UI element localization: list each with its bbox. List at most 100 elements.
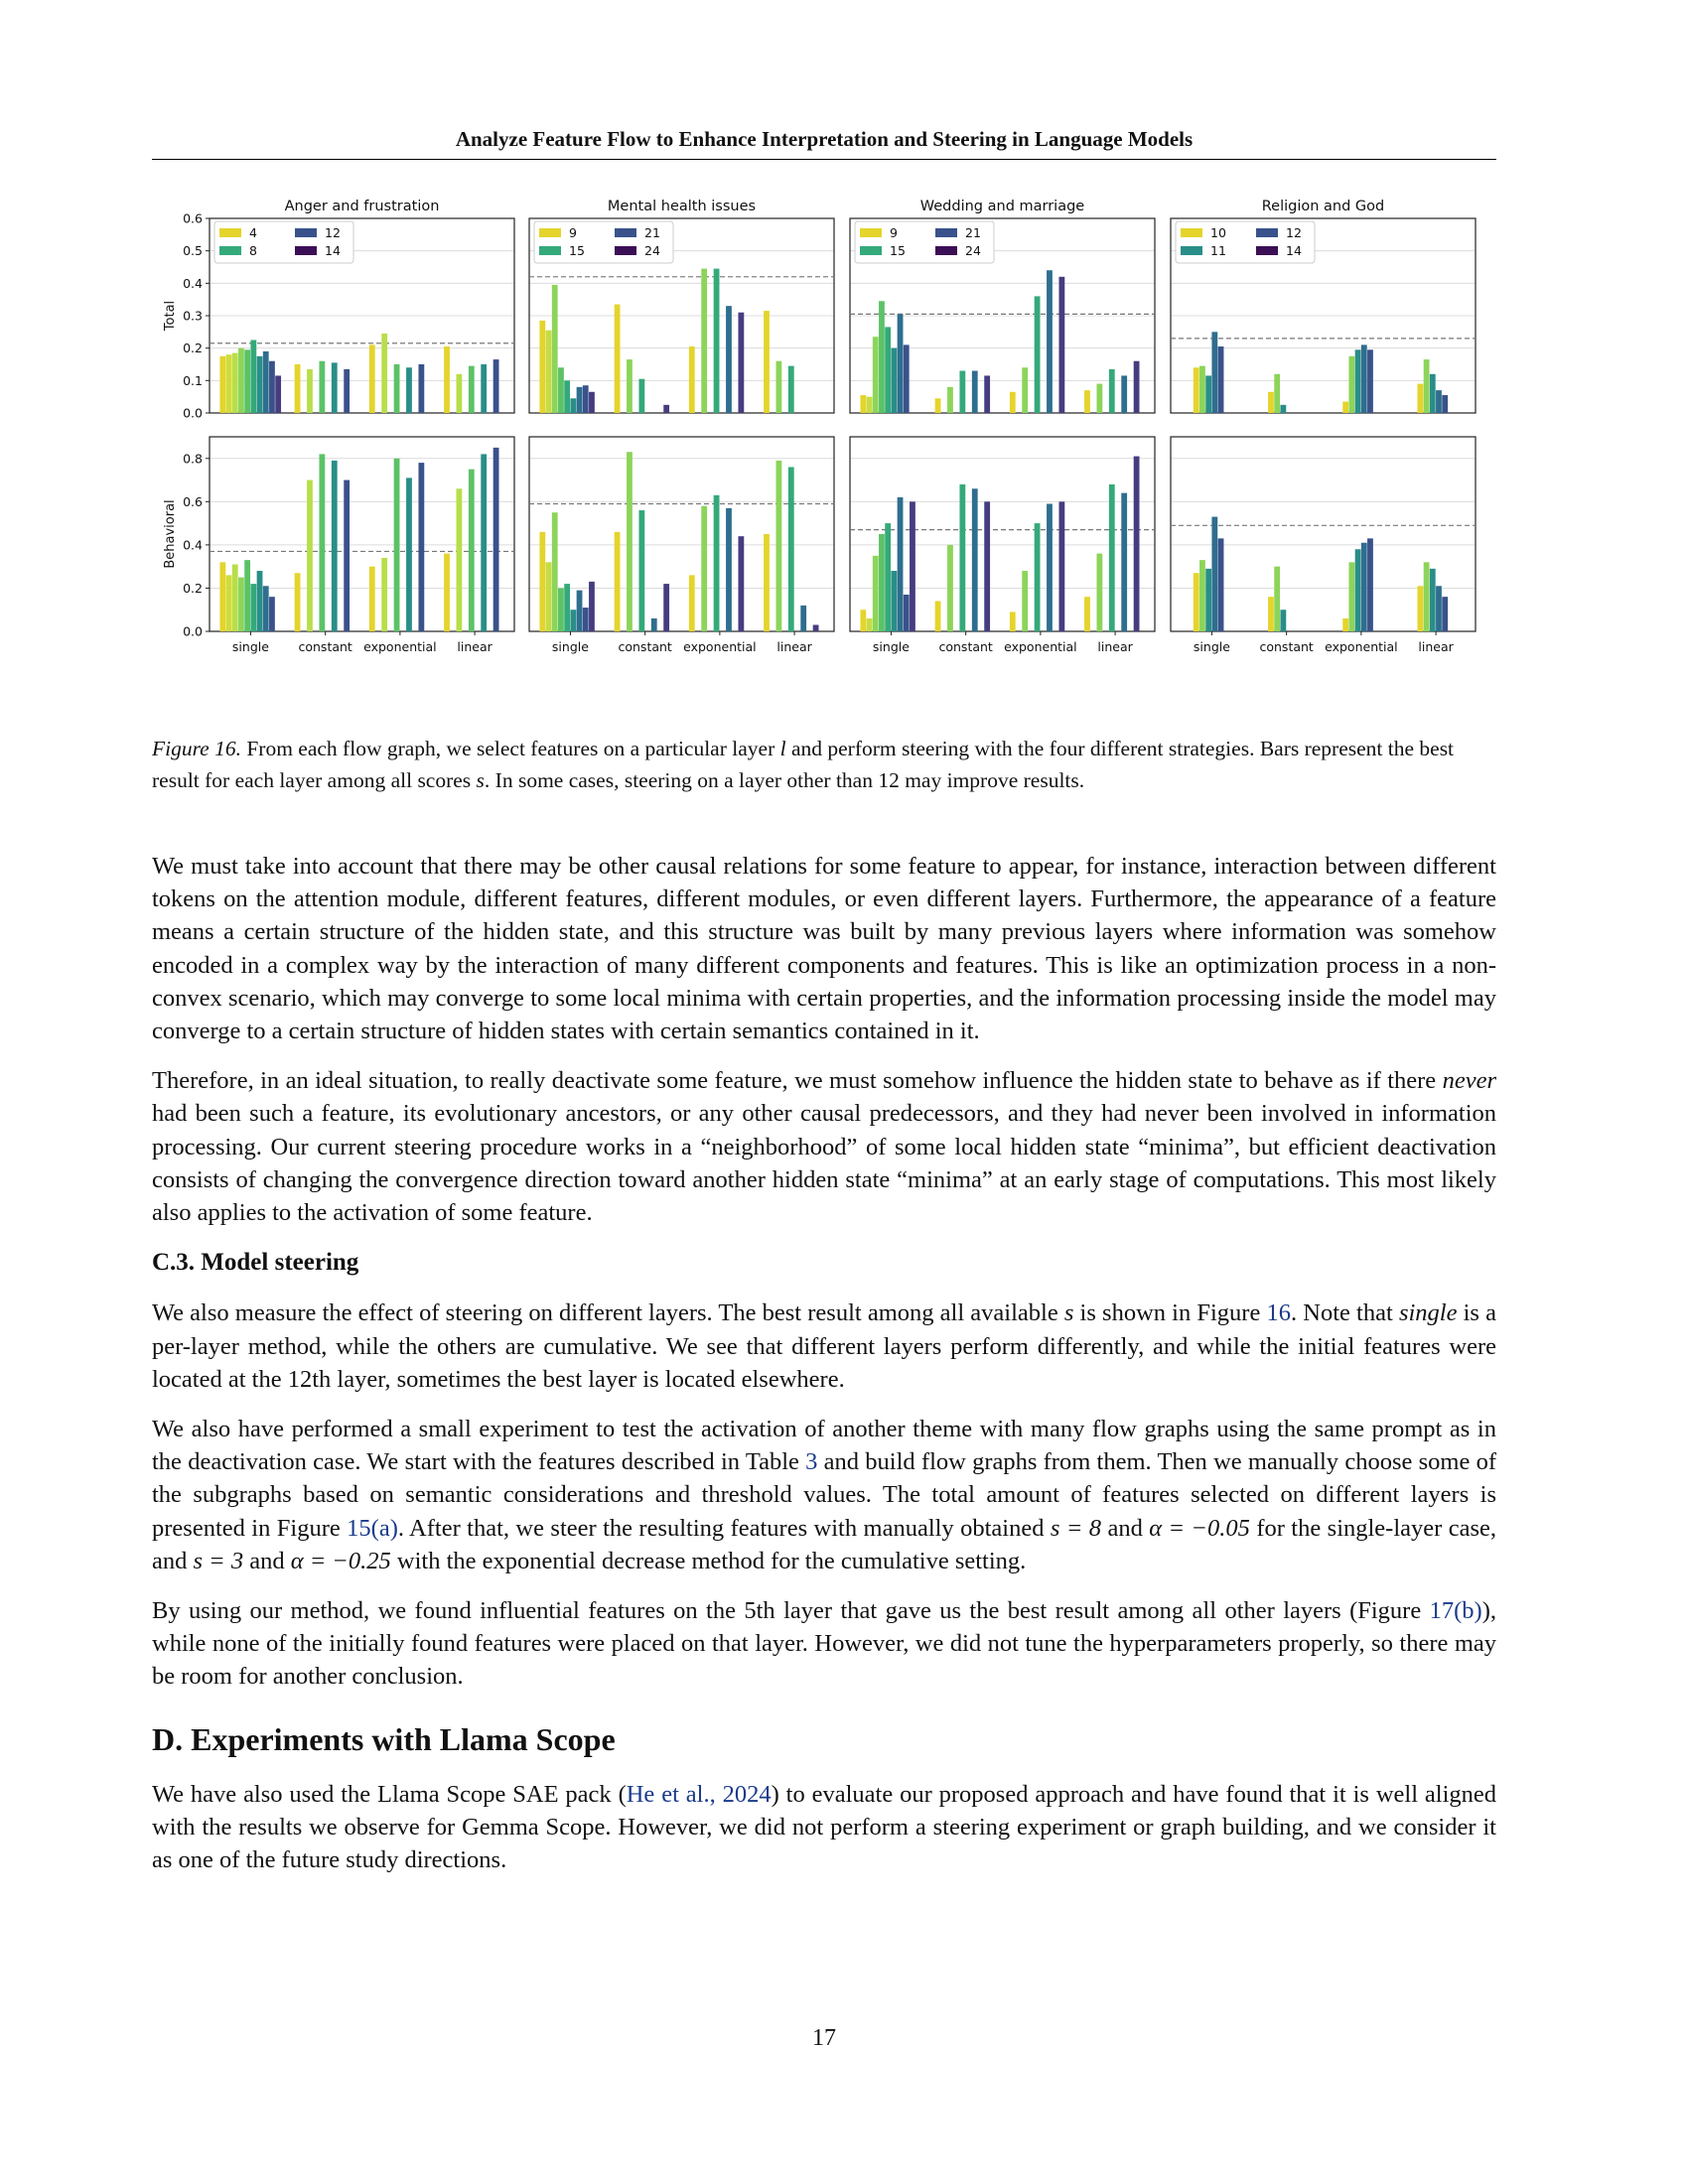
axes-frame	[849, 217, 1156, 414]
axes-frame	[849, 436, 1156, 632]
bar	[1193, 573, 1199, 631]
bar	[1348, 562, 1355, 631]
paragraph-5: By using our method, we found influentia…	[152, 1597, 1496, 1691]
bar	[558, 367, 564, 413]
axes-frame	[1170, 436, 1477, 632]
legend-swatch	[615, 228, 636, 237]
panel-title: Anger and frustration	[285, 199, 440, 214]
bar	[903, 594, 910, 631]
bar	[344, 479, 351, 631]
panel-title: Religion and God	[1262, 199, 1385, 214]
bar	[663, 404, 670, 413]
bar	[231, 564, 238, 631]
bar	[481, 454, 488, 631]
legend-label: 9	[569, 225, 577, 240]
math-s8: s = 8	[1050, 1514, 1102, 1542]
bar	[418, 463, 425, 631]
bar	[614, 531, 621, 631]
legend-box	[854, 220, 995, 264]
bar	[1354, 549, 1361, 631]
legend-label: 4	[249, 225, 257, 240]
header-rule	[152, 159, 1496, 160]
bar	[1442, 597, 1449, 631]
bar	[650, 617, 657, 631]
bar	[564, 584, 571, 631]
caption-part-a: From each flow graph, we select features…	[240, 737, 780, 760]
bar	[879, 534, 885, 631]
bar	[1133, 456, 1140, 631]
bar	[1360, 542, 1367, 631]
bar	[1022, 571, 1029, 631]
bar	[764, 534, 770, 631]
bar	[231, 352, 238, 413]
bar	[1268, 391, 1274, 413]
bar	[368, 344, 375, 413]
legend-swatch	[295, 228, 317, 237]
table-3-link[interactable]: 3	[805, 1448, 818, 1476]
bar	[481, 364, 488, 413]
y-tick-label: 0.5	[183, 243, 203, 258]
bar	[775, 360, 782, 413]
legend-label: 21	[965, 225, 981, 240]
figure-17b-link[interactable]: 17(b)	[1429, 1597, 1482, 1625]
bar	[1199, 365, 1205, 413]
bar	[219, 562, 226, 631]
bar	[885, 327, 892, 413]
bar	[1348, 355, 1355, 413]
bar	[638, 378, 645, 413]
bar	[225, 354, 232, 413]
bar	[582, 385, 589, 413]
bar	[1034, 523, 1041, 631]
bar	[492, 359, 499, 413]
bar	[1199, 560, 1205, 631]
legend-swatch	[860, 228, 882, 237]
bar	[468, 469, 475, 631]
bar	[1423, 562, 1430, 631]
panel-title: Wedding and marriage	[920, 199, 1085, 214]
legend-swatch	[539, 246, 561, 255]
caption-part-b: and perform steering with the four diffe…	[152, 737, 1455, 792]
figure-16-link[interactable]: 16	[1266, 1299, 1292, 1327]
bar	[564, 380, 571, 413]
bar	[1280, 610, 1287, 631]
legend-box	[1175, 220, 1316, 264]
bar	[787, 365, 794, 413]
bar	[406, 367, 412, 413]
bar	[262, 350, 269, 413]
bar	[775, 460, 782, 631]
bar	[984, 501, 991, 631]
bar	[319, 454, 326, 631]
legend-swatch	[1181, 228, 1202, 237]
bar	[307, 479, 313, 631]
figure-15a-link[interactable]: 15(a)	[347, 1514, 398, 1542]
y-tick-label: 0.8	[183, 451, 203, 466]
bar	[1009, 612, 1016, 631]
bar	[1217, 538, 1224, 631]
bar	[238, 577, 244, 631]
bar	[1047, 503, 1053, 631]
y-tick-label: 0.6	[183, 494, 203, 509]
bar	[947, 544, 953, 631]
legend-label: 12	[325, 225, 341, 240]
legend-box	[213, 220, 354, 264]
citation-he-2024[interactable]: He et al., 2024	[626, 1780, 772, 1808]
bar	[872, 555, 879, 631]
bar	[688, 346, 695, 413]
bar	[903, 344, 910, 413]
bar	[551, 284, 558, 413]
bar	[344, 368, 351, 413]
bar	[800, 605, 807, 631]
bar	[885, 523, 892, 631]
bar	[1058, 276, 1065, 413]
bar	[860, 395, 867, 413]
panel-title: Mental health issues	[608, 199, 756, 214]
legend-label: 24	[644, 243, 660, 258]
x-tick-label: linear	[776, 639, 812, 654]
paragraph-1: We must take into account that there may…	[152, 853, 1496, 1045]
legend-box	[533, 220, 674, 264]
y-axis-label: Total	[163, 301, 178, 332]
bar	[256, 571, 263, 631]
bar	[726, 306, 732, 413]
bar	[1268, 597, 1274, 631]
bar	[331, 362, 338, 413]
